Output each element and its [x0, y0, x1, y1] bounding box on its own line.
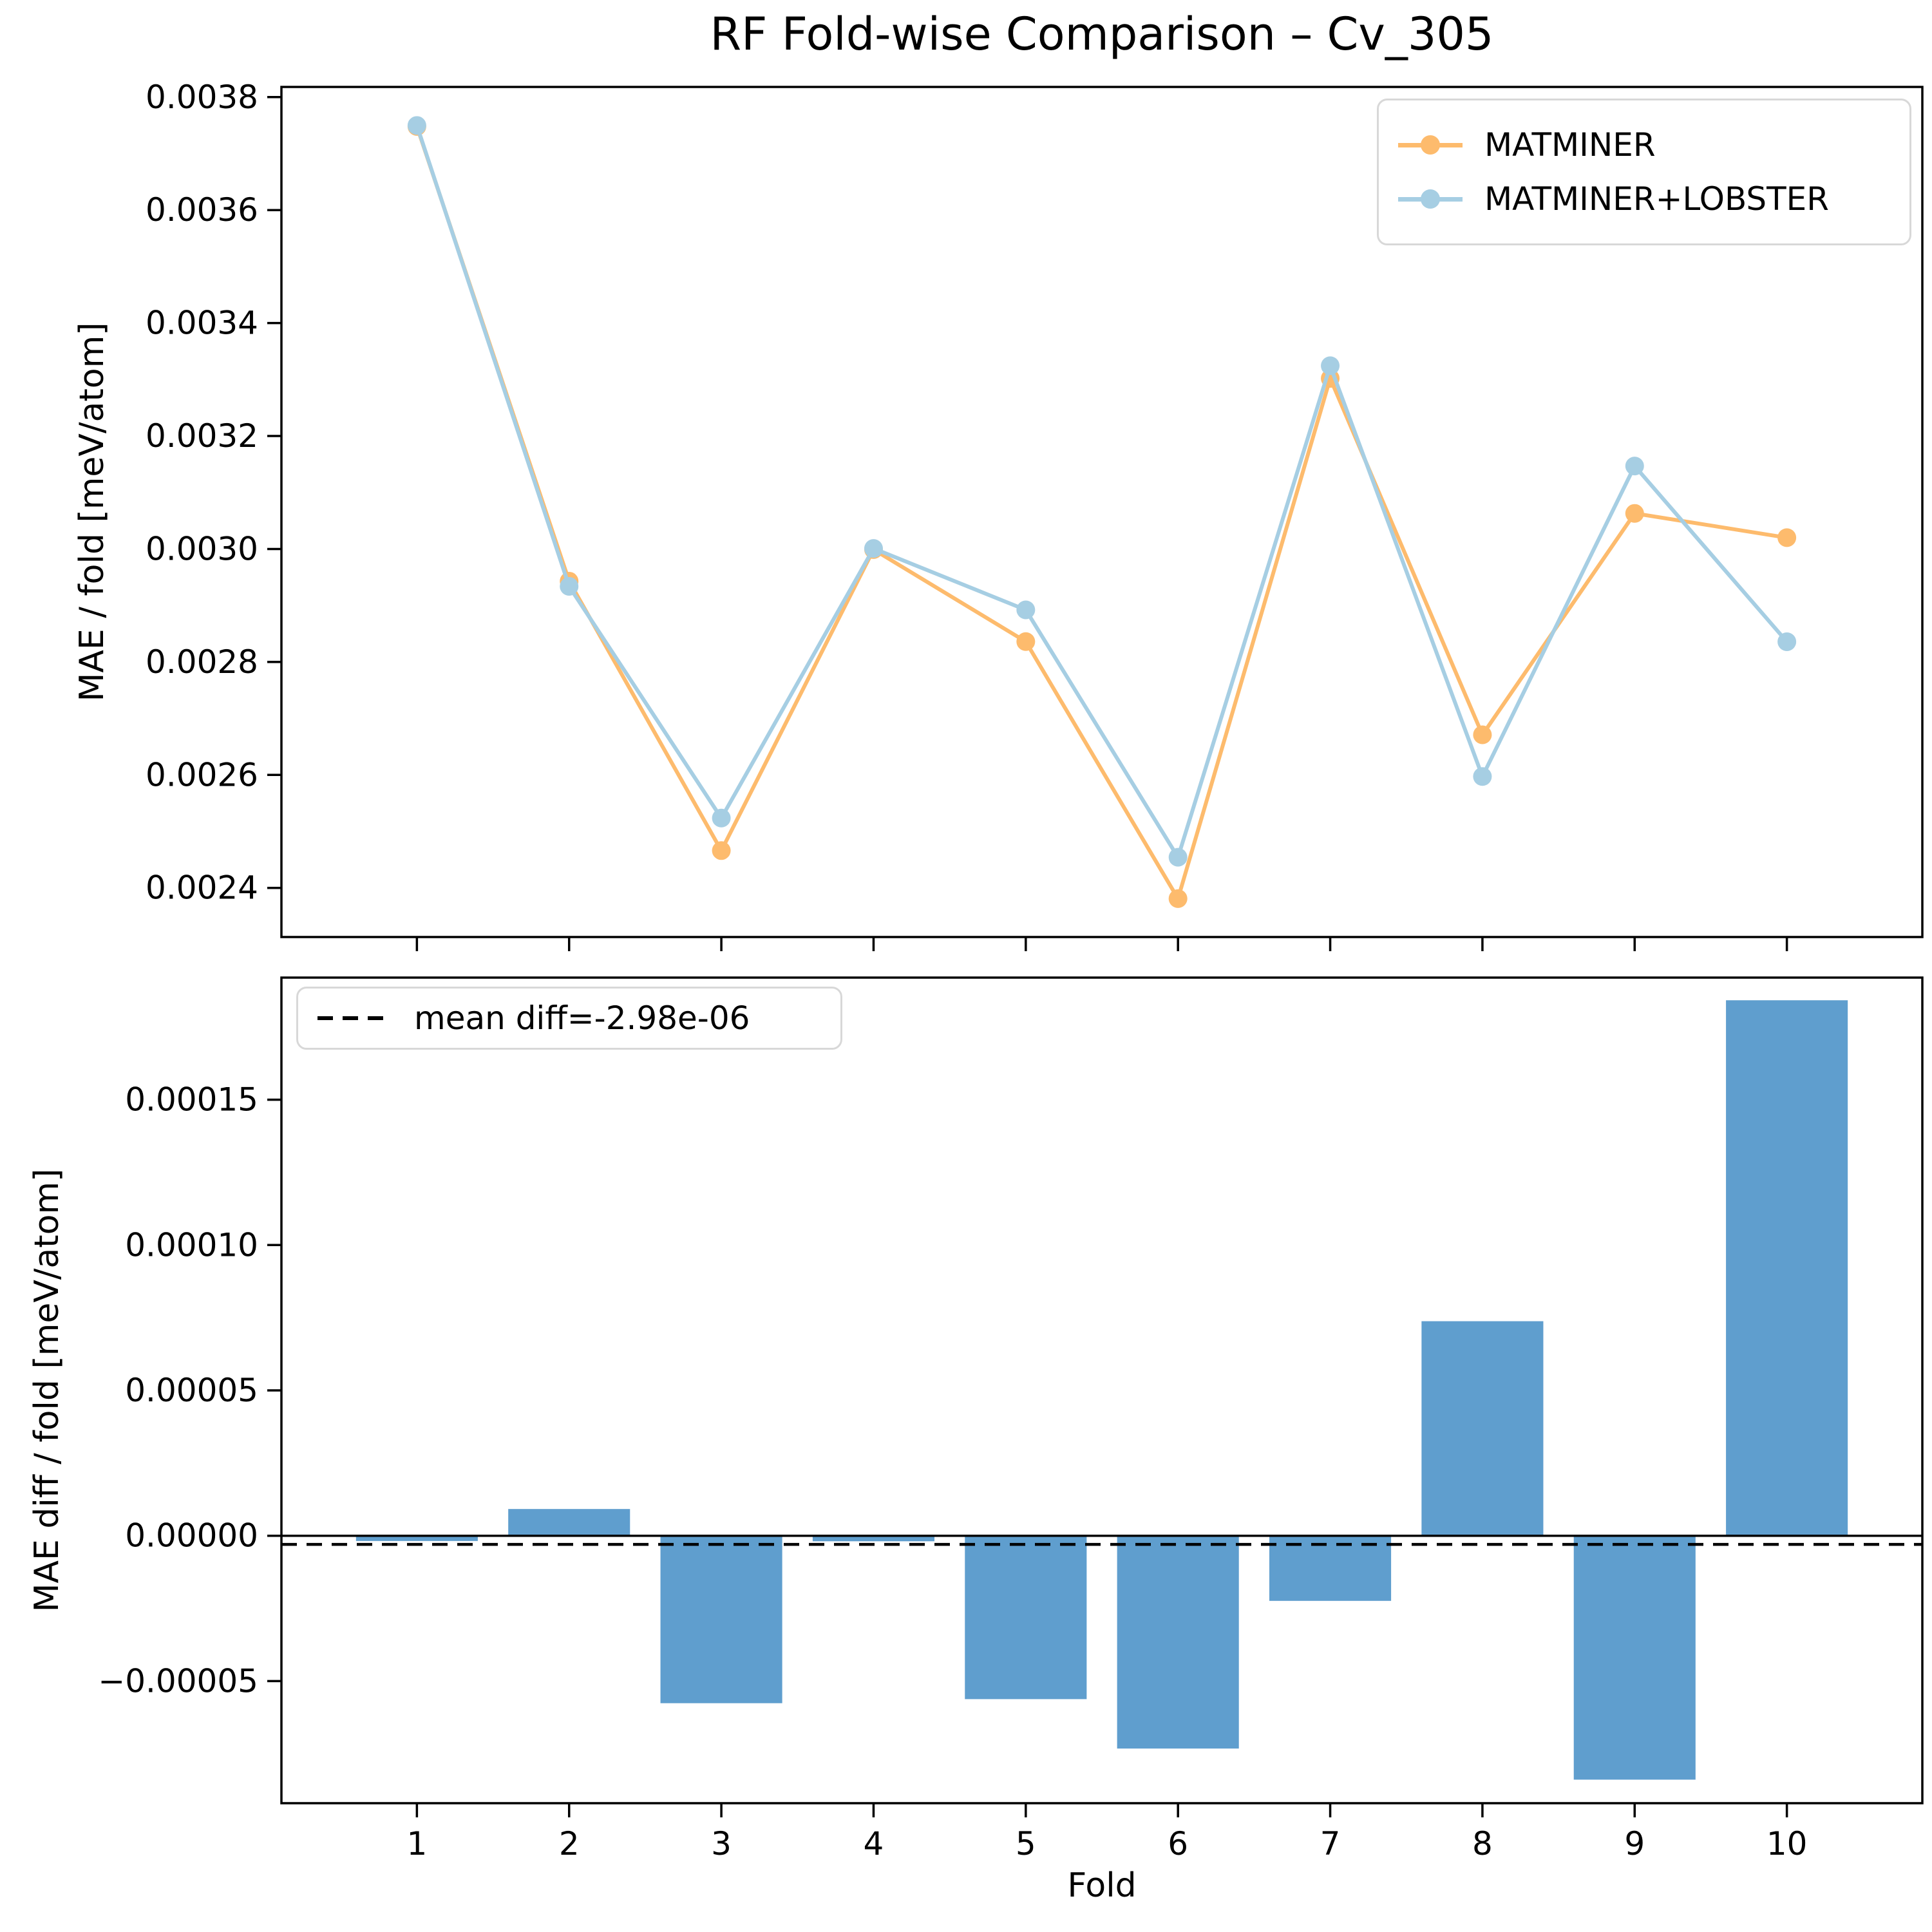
- y-tick-label: 0.0036: [146, 191, 258, 229]
- data-point-marker: [1473, 725, 1492, 744]
- axes: 0.0024 0.0026 0.0028 0.0030 0.0032 0.0034 0.00…: [73, 79, 1924, 951]
- legend-entry-mean-diff: mean diff=-2.98e-06: [317, 999, 840, 1037]
- diff-bar: [355, 1535, 478, 1541]
- matminer-lobster-marker-icon: [1421, 189, 1440, 209]
- diff-bar: [1269, 1535, 1392, 1601]
- x-tick-label: 7: [1320, 1825, 1341, 1862]
- x-axis-label: Fold: [1067, 1866, 1136, 1905]
- chart-title: RF Fold-wise Comparison – Cv_305: [710, 8, 1494, 61]
- axes: −0.00005 0.00000 0.00005 0.00010 0.00015 1 2 3 4…: [28, 976, 1924, 1862]
- diff-bar: [508, 1509, 630, 1536]
- legend-label-matminer-lobster: MATMINER+LOBSTER: [1484, 180, 1829, 218]
- legend-label-matminer: MATMINER: [1484, 126, 1656, 164]
- y-tick-label: 0.0026: [146, 756, 258, 793]
- dashed-line-swatch-icon: [317, 1016, 392, 1020]
- diff-bar: [812, 1535, 934, 1542]
- bottom-legend: mean diff=-2.98e-06: [296, 987, 842, 1050]
- data-point-marker: [1016, 600, 1036, 620]
- x-axis-ticks: 1 2 3 4 5 6 7 8 9 10: [406, 1803, 1807, 1862]
- diff-bars: [355, 1000, 1848, 1780]
- data-point-marker: [712, 841, 731, 860]
- x-tick-label: 8: [1472, 1825, 1493, 1862]
- data-point-marker: [1625, 457, 1644, 476]
- data-point-marker: [1168, 848, 1188, 867]
- series-matminer-lobster: [407, 116, 1797, 867]
- x-tick-label: 5: [1016, 1825, 1036, 1862]
- matminer-marker-icon: [1421, 135, 1440, 155]
- diff-bar: [1726, 1000, 1848, 1536]
- data-point-marker: [560, 577, 579, 596]
- y-axis-ticks: 0.0024 0.0026 0.0028 0.0030 0.0032 0.0034 0.00…: [146, 79, 281, 907]
- diff-bar: [1117, 1535, 1239, 1749]
- x-axis-ticks: [415, 937, 1788, 951]
- y-axis-label: MAE diff / fold [meV/atom]: [28, 1169, 66, 1613]
- y-tick-label: 0.00000: [125, 1517, 258, 1555]
- x-tick-label: 2: [559, 1825, 580, 1862]
- y-tick-label: 0.0028: [146, 643, 258, 681]
- data-point-marker: [1777, 528, 1797, 547]
- data-point-marker: [1777, 632, 1797, 651]
- x-tick-label: 10: [1766, 1825, 1808, 1862]
- plot-frame: [280, 976, 1924, 1804]
- data-point-marker: [712, 808, 731, 828]
- x-tick-label: 1: [406, 1825, 427, 1862]
- y-tick-label: 0.0030: [146, 530, 258, 567]
- matminer-line-swatch-icon: [1398, 135, 1463, 155]
- legend-label-mean-diff: mean diff=-2.98e-06: [414, 999, 750, 1037]
- legend-entry-matminer: MATMINER: [1398, 126, 1909, 164]
- data-point-marker: [1016, 632, 1036, 651]
- y-axis-ticks: −0.00005 0.00000 0.00005 0.00010 0.00015: [98, 1081, 281, 1700]
- diff-bar: [965, 1535, 1087, 1700]
- data-point-marker: [1473, 767, 1492, 786]
- diff-bar: [1573, 1535, 1696, 1780]
- plot-frame: [280, 86, 1924, 938]
- data-point-marker: [1625, 504, 1644, 523]
- diff-bar: [660, 1535, 782, 1703]
- data-point-marker: [407, 116, 426, 135]
- y-tick-label: 0.0032: [146, 417, 258, 455]
- top-legend: MATMINER MATMINER+LOBSTER: [1377, 99, 1911, 245]
- y-axis-label: MAE / fold [meV/atom]: [73, 322, 111, 701]
- data-point-marker: [1321, 356, 1340, 375]
- y-tick-label: 0.00005: [125, 1372, 258, 1409]
- x-tick-label: 9: [1624, 1825, 1645, 1862]
- y-tick-label: −0.00005: [98, 1662, 258, 1700]
- x-tick-label: 3: [711, 1825, 732, 1862]
- y-tick-label: 0.0034: [146, 305, 258, 342]
- data-point-marker: [864, 539, 883, 558]
- x-tick-label: 6: [1168, 1825, 1188, 1862]
- y-tick-label: 0.00010: [125, 1226, 258, 1264]
- y-tick-label: 0.00015: [125, 1081, 258, 1119]
- legend-entry-matminer-lobster: MATMINER+LOBSTER: [1398, 180, 1909, 218]
- series-line: [415, 124, 1788, 860]
- data-point-marker: [1168, 889, 1188, 908]
- y-tick-label: 0.0024: [146, 869, 258, 907]
- x-tick-label: 4: [864, 1825, 884, 1862]
- diff-bar: [1421, 1321, 1544, 1536]
- y-tick-label: 0.0038: [146, 79, 258, 116]
- matminer-lobster-line-swatch-icon: [1398, 189, 1463, 209]
